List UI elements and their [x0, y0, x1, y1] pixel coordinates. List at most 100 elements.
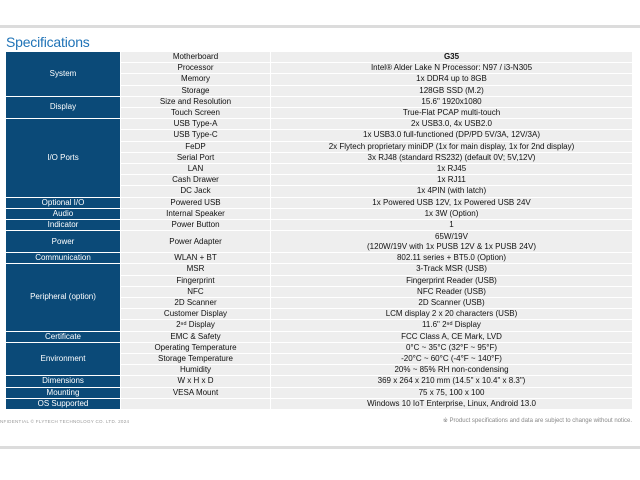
- top-divider: [0, 25, 640, 28]
- spec-value: 11.6" 2ⁿᵈ Display: [270, 319, 633, 332]
- spec-name: Humidity: [120, 364, 271, 377]
- table-row: Storage Temperature -20°C ~ 60°C (-4°F ~ …: [6, 353, 633, 366]
- spec-value: 128GB SSD (M.2): [270, 84, 633, 97]
- table-row: Touch Screen True-Flat PCAP multi-touch: [6, 107, 633, 120]
- group-label: I/O Ports: [5, 118, 121, 198]
- bottom-divider: [0, 446, 640, 449]
- spec-value: 20% ~ 85% RH non-condensing: [270, 364, 633, 377]
- spec-name: EMC & Safety: [120, 330, 271, 343]
- copyright-footer: NFIDENTIAL © FLYTECH TECHNOLOGY CO. LTD.…: [0, 419, 130, 424]
- spec-value: 3x RJ48 (standard RS232) (default 0V; 5V…: [270, 151, 633, 165]
- spec-value: True-Flat PCAP multi-touch: [270, 107, 633, 120]
- spec-value: 369 x 264 x 210 mm (14.5" x 10.4" x 8.3"…: [270, 375, 633, 388]
- spec-value: 2D Scanner (USB): [270, 297, 633, 310]
- spec-name: LAN: [120, 163, 271, 176]
- spec-name: Size and Resolution: [120, 95, 271, 109]
- spec-value: NFC Reader (USB): [270, 285, 633, 299]
- spec-name: Cash Drawer: [120, 174, 271, 187]
- table-row: I/O Ports USB Type-A 2x USB3.0, 4x USB2.0: [5, 118, 633, 198]
- spec-name: W x H x D: [120, 375, 271, 388]
- spec-name: VESA Mount: [120, 386, 271, 399]
- spec-name: Touch Screen: [120, 107, 271, 120]
- spec-name: Operating Temperature: [120, 341, 271, 355]
- table-row: Peripheral (option) MSR 3-Track MSR (USB): [5, 263, 633, 332]
- spec-value: 3-Track MSR (USB): [270, 263, 633, 276]
- group-label: Indicator: [5, 219, 121, 232]
- spec-value: 1x USB3.0 full-functioned (DP/PD 5V/3A, …: [270, 129, 633, 142]
- spec-value: Fingerprint Reader (USB): [270, 274, 633, 287]
- spec-name: 2D Scanner: [120, 297, 271, 310]
- spec-name: Power Adapter: [120, 230, 271, 254]
- group-label: Certificate: [5, 330, 121, 343]
- table-row: USB Type-C 1x USB3.0 full-functioned (DP/…: [6, 129, 633, 142]
- table-row: NFC NFC Reader (USB): [6, 285, 633, 299]
- spec-value: 65W/19V (120W/19V with 1x PUSB 12V & 1x P…: [270, 230, 633, 254]
- spec-value: 2x Flytech proprietary miniDP (1x for ma…: [270, 140, 633, 153]
- spec-name: Serial Port: [120, 151, 271, 165]
- table-row: Customer Display LCM display 2 x 20 chara…: [6, 308, 633, 321]
- spec-name: USB Type-A: [120, 118, 271, 131]
- table-row: Humidity 20% ~ 85% RH non-condensing: [6, 364, 633, 377]
- spec-value: 1x 3W (Option): [270, 207, 633, 221]
- table-row: Cash Drawer 1x RJ11: [6, 174, 633, 187]
- group-label: Audio: [5, 207, 121, 221]
- spec-name: Storage: [120, 84, 271, 97]
- spec-name: MSR: [120, 263, 271, 276]
- group-label: Dimensions: [5, 375, 121, 388]
- spec-name: Power Button: [120, 219, 271, 232]
- disclaimer-footer: ※ Product specifications and data are su…: [442, 418, 632, 424]
- spec-name: Fingerprint: [120, 274, 271, 287]
- spec-name: DC Jack: [120, 185, 271, 198]
- spec-value: 1x 4PIN (with latch): [270, 185, 633, 198]
- table-row: Indicator Power Button 1: [5, 219, 633, 232]
- spec-name: Processor: [120, 62, 271, 75]
- spec-value: 2x USB3.0, 4x USB2.0: [270, 118, 633, 131]
- spec-name: [120, 397, 271, 411]
- table-row: System Motherboard G35: [5, 50, 633, 97]
- spec-value: LCM display 2 x 20 characters (USB): [270, 308, 633, 321]
- spec-name: NFC: [120, 285, 271, 299]
- group-label: System: [5, 51, 121, 97]
- spec-table: System Motherboard G35 Processor Intel® Alde…: [5, 50, 633, 411]
- table-row: Certificate EMC & Safety FCC Class A, CE M…: [5, 330, 633, 343]
- group-label: OS Supported: [5, 397, 121, 411]
- table-row: LAN 1x RJ45: [6, 163, 633, 176]
- table-row: Communication WLAN + BT 802.11 series + BT…: [5, 252, 633, 265]
- spec-value: Windows 10 IoT Enterprise, Linux, Androi…: [270, 397, 633, 411]
- table-row: DC Jack 1x 4PIN (with latch): [6, 185, 633, 198]
- table-row: Fingerprint Fingerprint Reader (USB): [6, 274, 633, 287]
- spec-name: Customer Display: [120, 308, 271, 321]
- table-row: FeDP 2x Flytech proprietary miniDP (1x fo…: [6, 140, 633, 153]
- table-row: Serial Port 3x RJ48 (standard RS232) (def…: [6, 151, 633, 165]
- spec-name: 2ⁿᵈ Display: [120, 319, 271, 332]
- spec-value: 75 x 75, 100 x 100: [270, 386, 633, 399]
- spec-value: 1x RJ45: [270, 163, 633, 176]
- group-label: Optional I/O: [5, 196, 121, 209]
- spec-name: WLAN + BT: [120, 252, 271, 265]
- spec-value: 802.11 series + BT5.0 (Option): [270, 252, 633, 265]
- table-row: Display Size and Resolution 15.6" 1920x108…: [5, 95, 633, 120]
- spec-value: 1x DDR4 up to 8GB: [270, 73, 633, 86]
- spec-value-line: 65W/19V: [435, 231, 468, 241]
- table-row: 2D Scanner 2D Scanner (USB): [6, 297, 633, 310]
- spec-name: Storage Temperature: [120, 353, 271, 366]
- spec-name: Motherboard: [120, 50, 271, 64]
- group-label: Mounting: [5, 386, 121, 399]
- table-row: Environment Operating Temperature 0°C ~ 35…: [5, 341, 633, 377]
- table-row: Mounting VESA Mount 75 x 75, 100 x 100: [5, 386, 633, 399]
- group-label: Display: [5, 95, 121, 120]
- table-row: Power Power Adapter 65W/19V (120W/19V with …: [5, 230, 633, 254]
- group-label: Environment: [5, 341, 121, 377]
- spec-value: 1x RJ11: [270, 174, 633, 187]
- spec-value: G35: [270, 50, 633, 64]
- spec-value: 1x Powered USB 12V, 1x Powered USB 24V: [270, 196, 633, 209]
- table-row: Optional I/O Powered USB 1x Powered USB 12…: [5, 196, 633, 209]
- spec-name: FeDP: [120, 140, 271, 153]
- spec-value: 15.6" 1920x1080: [270, 95, 633, 109]
- spec-value: Intel® Alder Lake N Processor: N97 / i3-…: [270, 62, 633, 75]
- group-label: Communication: [5, 252, 121, 265]
- spec-name: Powered USB: [120, 196, 271, 209]
- spec-value: 1: [270, 219, 633, 232]
- spec-value: 0°C ~ 35°C (32°F ~ 95°F): [270, 341, 633, 355]
- spec-name: USB Type-C: [120, 129, 271, 142]
